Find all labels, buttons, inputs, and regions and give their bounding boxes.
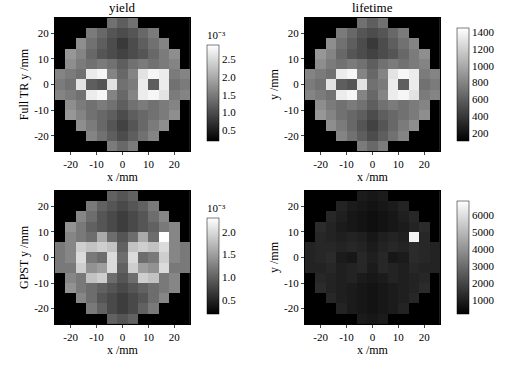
svg-text:2000: 2000 — [472, 277, 495, 289]
svg-text:0: 0 — [293, 78, 299, 90]
svg-text:200: 200 — [472, 127, 489, 139]
svg-text:20: 20 — [169, 158, 181, 170]
svg-text:20: 20 — [419, 331, 431, 343]
svg-text:20: 20 — [38, 200, 50, 212]
svg-text:10: 10 — [288, 226, 300, 238]
svg-text:-10: -10 — [284, 104, 299, 116]
svg-text:x /mm: x /mm — [107, 343, 139, 357]
svg-text:1000: 1000 — [472, 60, 495, 72]
svg-text:x /mm: x /mm — [107, 170, 139, 184]
svg-text:1.5: 1.5 — [222, 89, 236, 101]
svg-text:400: 400 — [472, 110, 489, 122]
svg-text:-20: -20 — [313, 331, 328, 343]
svg-text:0.5: 0.5 — [222, 124, 236, 136]
svg-text:6000: 6000 — [472, 208, 495, 220]
svg-text:20: 20 — [288, 27, 300, 39]
svg-text:0: 0 — [293, 251, 299, 263]
svg-text:10: 10 — [143, 331, 155, 343]
svg-text:-10: -10 — [339, 158, 354, 170]
svg-text:Full TR y /mm: Full TR y /mm — [17, 48, 31, 120]
svg-text:1.0: 1.0 — [222, 106, 236, 118]
svg-text:-10: -10 — [284, 277, 299, 289]
svg-text:20: 20 — [38, 27, 50, 39]
svg-text:0: 0 — [120, 158, 126, 170]
svg-text:1200: 1200 — [472, 43, 495, 55]
svg-text:600: 600 — [472, 93, 489, 105]
svg-text:10: 10 — [393, 158, 405, 170]
svg-text:10⁻³: 10⁻³ — [207, 202, 226, 214]
svg-text:2.5: 2.5 — [222, 53, 236, 65]
svg-text:10⁻³: 10⁻³ — [207, 29, 226, 41]
svg-text:-10: -10 — [34, 277, 49, 289]
svg-text:-20: -20 — [63, 331, 78, 343]
svg-text:0: 0 — [370, 158, 376, 170]
svg-text:3000: 3000 — [472, 260, 495, 272]
svg-text:-10: -10 — [339, 331, 354, 343]
svg-text:0.5: 0.5 — [222, 294, 236, 306]
svg-text:4000: 4000 — [472, 243, 495, 255]
svg-text:-20: -20 — [284, 130, 299, 142]
svg-text:1.0: 1.0 — [222, 271, 236, 283]
svg-text:2.0: 2.0 — [222, 226, 236, 238]
svg-text:1000: 1000 — [472, 294, 495, 306]
svg-text:20: 20 — [169, 331, 181, 343]
svg-text:10: 10 — [38, 226, 50, 238]
svg-text:-20: -20 — [34, 302, 49, 314]
svg-text:x /mm: x /mm — [357, 343, 389, 357]
svg-text:-20: -20 — [313, 158, 328, 170]
svg-text:yield: yield — [109, 0, 135, 15]
svg-text:-10: -10 — [89, 331, 104, 343]
svg-text:GPST y /mm: GPST y /mm — [17, 225, 31, 289]
svg-text:0: 0 — [43, 251, 49, 263]
svg-text:-10: -10 — [34, 104, 49, 116]
svg-text:0: 0 — [120, 331, 126, 343]
svg-text:-20: -20 — [63, 158, 78, 170]
svg-text:y /mm: y /mm — [267, 68, 281, 100]
svg-text:y /mm: y /mm — [267, 241, 281, 273]
svg-text:0: 0 — [43, 78, 49, 90]
svg-text:20: 20 — [419, 158, 431, 170]
svg-text:lifetime: lifetime — [352, 0, 393, 15]
svg-text:-20: -20 — [284, 302, 299, 314]
svg-text:-10: -10 — [89, 158, 104, 170]
svg-text:2.0: 2.0 — [222, 71, 236, 83]
svg-text:-20: -20 — [34, 130, 49, 142]
svg-text:10: 10 — [288, 53, 300, 65]
svg-text:1.5: 1.5 — [222, 248, 236, 260]
svg-text:800: 800 — [472, 76, 489, 88]
svg-text:10: 10 — [143, 158, 155, 170]
svg-text:x /mm: x /mm — [357, 170, 389, 184]
svg-text:20: 20 — [288, 200, 300, 212]
svg-text:10: 10 — [393, 331, 405, 343]
svg-text:10: 10 — [38, 53, 50, 65]
svg-text:0: 0 — [370, 331, 376, 343]
svg-text:1400: 1400 — [472, 26, 495, 38]
svg-text:5000: 5000 — [472, 226, 495, 238]
